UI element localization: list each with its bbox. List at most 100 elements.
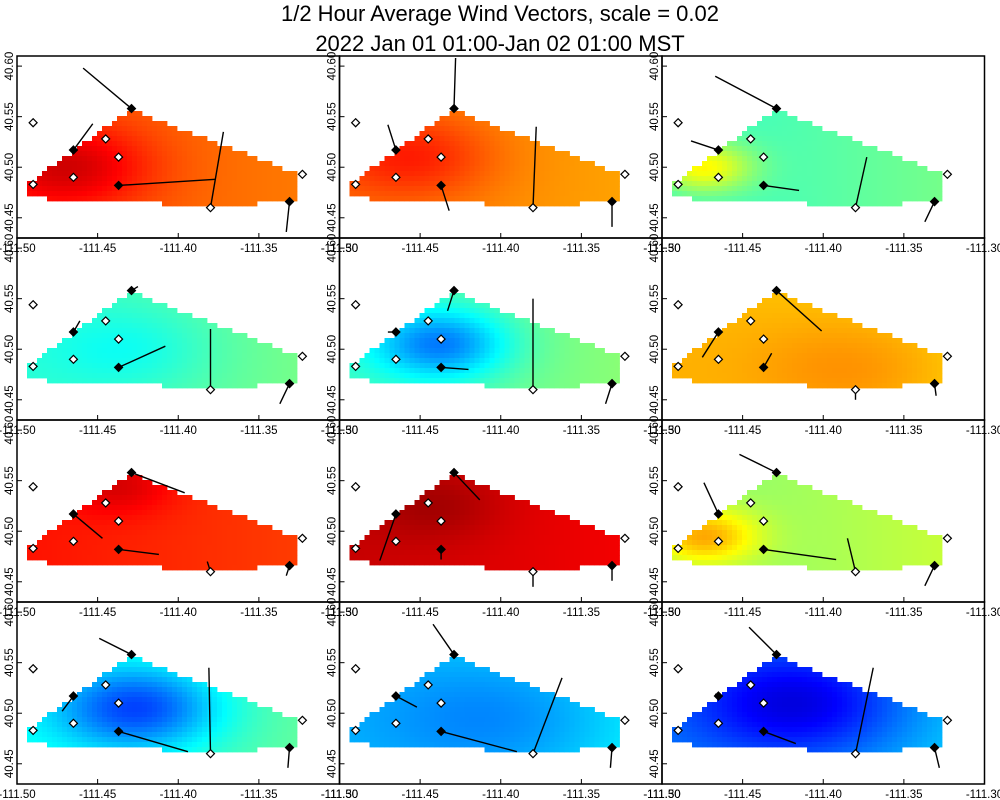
- heat-cell: [384, 196, 390, 202]
- heat-cell: [292, 196, 298, 202]
- heat-cell: [494, 136, 500, 142]
- heat-cell: [127, 373, 133, 379]
- heat-cell: [429, 171, 435, 177]
- heat-cell: [772, 151, 778, 157]
- heat-cell: [107, 146, 113, 152]
- wind-vector: [701, 331, 720, 358]
- heat-cell: [524, 348, 530, 354]
- heat-cell: [292, 191, 298, 197]
- heat-cell: [77, 156, 83, 162]
- heat-cell: [142, 545, 148, 551]
- heat-cell: [82, 338, 88, 344]
- heat-cell: [167, 161, 173, 167]
- heat-cell: [137, 131, 143, 137]
- heat-cell: [842, 136, 848, 142]
- heat-cell: [534, 151, 540, 157]
- heat-cell: [564, 363, 570, 369]
- heat-cell: [892, 383, 898, 389]
- heat-cell: [192, 555, 198, 561]
- heat-cell: [529, 328, 535, 334]
- heat-cell: [132, 550, 138, 556]
- heat-cell: [574, 191, 580, 197]
- heat-cell: [757, 151, 763, 157]
- heat-cell: [504, 186, 510, 192]
- heat-cell: [87, 348, 93, 354]
- heat-cell: [444, 318, 450, 324]
- heat-cell: [192, 565, 198, 571]
- heat-cell: [374, 373, 380, 379]
- heat-cell: [102, 378, 108, 384]
- heat-cell: [107, 358, 113, 364]
- heat-cell: [32, 555, 38, 561]
- heat-cell: [822, 146, 828, 152]
- heat-cell: [882, 186, 888, 192]
- heat-cell: [147, 353, 153, 359]
- heat-cell: [222, 186, 228, 192]
- heat-cell: [797, 131, 803, 137]
- heat-cell: [564, 171, 570, 177]
- heat-cell: [162, 520, 168, 526]
- heat-cell: [907, 176, 913, 182]
- heat-cell: [717, 196, 723, 202]
- heat-cell: [202, 540, 208, 546]
- heat-cell: [102, 515, 108, 521]
- heat-cell: [479, 156, 485, 162]
- heat-cell: [454, 363, 460, 369]
- heat-cell: [444, 303, 450, 309]
- heat-cell: [499, 383, 505, 389]
- heat-cell: [604, 176, 610, 182]
- heat-cell: [609, 373, 615, 379]
- heat-cell: [434, 495, 440, 501]
- heat-cell: [82, 328, 88, 334]
- heat-cell: [882, 166, 888, 172]
- heat-cell: [222, 540, 228, 546]
- heat-cell: [777, 126, 783, 132]
- heat-cell: [792, 353, 798, 359]
- heat-cell: [867, 201, 873, 207]
- heat-cell: [404, 550, 410, 556]
- heat-cell: [742, 323, 748, 329]
- heat-cell: [807, 136, 813, 142]
- heat-cell: [827, 191, 833, 197]
- heat-cell: [922, 373, 928, 379]
- heat-cell: [112, 485, 118, 491]
- heat-cell: [464, 181, 470, 187]
- panel-2: -111.50 -111.45 -111.40 -111.35 -111.3040.45…: [321, 52, 681, 255]
- heat-cell: [469, 480, 475, 486]
- heat-cell: [707, 166, 713, 172]
- heat-cell: [459, 353, 465, 359]
- heat-cell: [907, 343, 913, 349]
- heat-cell: [737, 141, 743, 147]
- heat-cell: [439, 298, 445, 304]
- heat-cell: [767, 308, 773, 314]
- heat-cell: [474, 196, 480, 202]
- heat-cell: [727, 141, 733, 147]
- heat-cell: [197, 338, 203, 344]
- heat-cell: [489, 378, 495, 384]
- heat-cell: [484, 121, 490, 127]
- heat-cell: [812, 328, 818, 334]
- heat-cell: [399, 520, 405, 526]
- heat-cell: [137, 485, 143, 491]
- y-tick-label: 40.50: [327, 153, 339, 182]
- heat-cell: [182, 500, 188, 506]
- heat-cell: [554, 151, 560, 157]
- heat-cell: [137, 303, 143, 309]
- heat-cell: [399, 156, 405, 162]
- station-open-marker: [436, 152, 446, 162]
- heat-cell: [272, 348, 278, 354]
- heat-cell: [534, 348, 540, 354]
- heat-cell: [117, 313, 123, 319]
- heat-cell: [272, 535, 278, 541]
- heat-cell: [852, 338, 858, 344]
- heat-cell: [782, 161, 788, 167]
- heat-cell: [742, 343, 748, 349]
- heat-cell: [752, 181, 758, 187]
- heat-cell: [534, 186, 540, 192]
- heat-cell: [97, 550, 103, 556]
- heat-cell: [182, 186, 188, 192]
- heat-cell: [837, 328, 843, 334]
- heat-cell: [812, 151, 818, 157]
- heat-cell: [409, 368, 415, 374]
- heat-cell: [102, 166, 108, 172]
